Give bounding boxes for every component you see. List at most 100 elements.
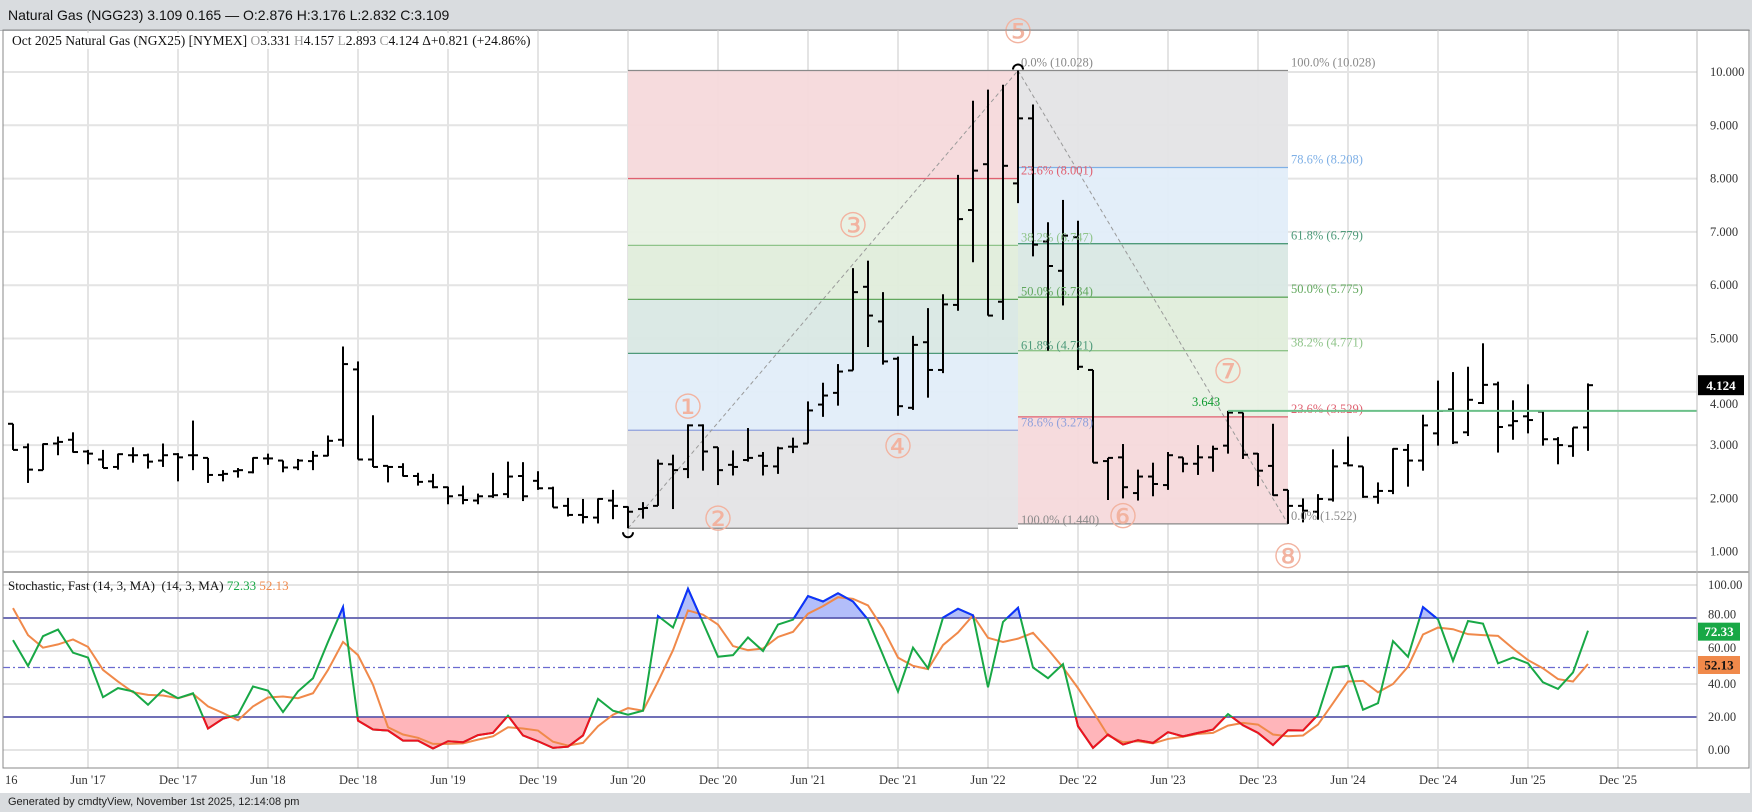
fib-level-label: 61.8% (6.779) [1291,229,1363,243]
ohlc-bar [728,450,738,476]
fib-level-label: 23.6% (8.001) [1021,164,1093,178]
ohlc-bar [338,346,348,447]
ohlc-bar [1418,414,1428,471]
swing-high-label: 3.643 [1192,395,1220,409]
time-axis-label: Dec '21 [879,773,917,787]
ohlc-bar [518,462,528,502]
ohlc-bar [143,453,153,469]
chart-frame [2,29,1750,769]
footer-bar: Generated by cmdtyView, November 1st 202… [0,793,1752,812]
ohlc-bar [1088,368,1098,464]
stochastic-d-line [12,596,1589,747]
fib-level-label: 50.0% (5.775) [1291,282,1363,296]
ohlc-bar [773,446,783,474]
low-value: 2.893 [345,33,377,48]
fib-level-label: 23.6% (3.529) [1291,402,1363,416]
change-value: Δ+0.821 (+24.86%) [422,33,531,48]
ohlc-bar [788,437,798,454]
ohlc-bar [1148,462,1158,497]
ohlc-bar [683,424,693,479]
elliott-wave-label: ③ [838,206,868,246]
price-axis-label: 6.000 [1710,278,1738,292]
time-axis-label: Jun '25 [1510,773,1545,787]
ohlc-bar [743,428,753,462]
time-axis-label: Dec '17 [159,773,197,787]
time-axis-label: Dec '24 [1419,773,1458,787]
ohlc-bar [1358,465,1368,498]
time-axis-label: Jun '17 [70,773,105,787]
ohlc-bar [8,422,18,451]
ohlc-bar [608,489,618,520]
fib-band [1018,70,1288,168]
ohlc-bar [653,459,663,507]
ohlc-bar [308,450,318,471]
ohlc-bar [698,424,708,471]
fib-level-label: 38.2% (4.771) [1291,336,1363,350]
fib-band [628,430,1018,529]
elliott-wave-label: ⑤ [1003,12,1033,52]
elliott-wave-label: ⑦ [1213,352,1243,392]
ohlc-bar [1283,488,1293,524]
generated-by-text: Generated by cmdtyView, November 1st 202… [8,796,300,808]
elliott-wave-label: ① [673,387,703,427]
ohlc-bar [818,382,828,417]
swing-low-marker-icon [622,532,634,539]
price-axis-label: 2.000 [1710,491,1738,505]
ohlc-bar [938,294,948,374]
stochastic-d-value: 52.13 [259,578,289,593]
close-value: 4.124 [388,33,419,48]
high-value: 4.157 [303,33,335,48]
ohlc-bar [1553,437,1563,465]
last-price-badge [1698,375,1744,396]
fibonacci-retracements [627,69,1289,529]
ohlc-bar [368,415,378,468]
ohlc-bar [83,449,93,465]
ohlc-bar [1328,449,1338,502]
fib-level-label: 100.0% (10.028) [1291,56,1375,70]
ohlc-bar [98,449,108,470]
time-axis-label: Dec '19 [519,773,557,787]
overbought-fill [13,588,1588,619]
ohlc-bar [1118,444,1128,499]
fib-level-label: 50.0% (5.734) [1021,284,1093,298]
time-axis-label: Dec '20 [699,773,737,787]
ohlc-bar [1193,445,1203,475]
ohlc-bar [1268,423,1278,497]
window-title: Natural Gas (NGG23) 3.109 0.165 — O:2.87… [8,7,450,23]
ohlc-bar [1043,222,1053,351]
time-axis-label: Dec '25 [1599,773,1637,787]
fib-level-label: 38.2% (6.747) [1021,230,1093,244]
elliott-wave-label: ⑧ [1273,537,1303,577]
ohlc-bar [293,458,303,471]
elliott-wave-label: ⑥ [1108,497,1138,537]
ohlc-bar [1223,410,1233,454]
ohlc-bar [263,453,273,465]
ohlc-bar [383,464,393,483]
ohlc-bar [1388,447,1398,495]
close-label: C [379,33,389,48]
ohlc-bar [1133,469,1143,501]
low-label: L [337,33,346,48]
fib-level-label: 0.0% (1.522) [1291,509,1357,523]
ohlc-bar [1058,199,1068,306]
ohlc-bar [413,472,423,486]
ohlc-bar [113,453,123,470]
ohlc-bar [1238,411,1248,459]
ohlc-bar [23,443,33,483]
right-edge [1750,30,1752,793]
ohlc-bar [998,84,1008,320]
fib-band [1018,350,1288,417]
ohlc-bar [563,497,573,517]
ohlc-bar [878,292,888,365]
stochastic-plot [3,586,1697,750]
ohlc-bar [908,335,918,410]
annotations: 0.0% (10.028) 23.6% (8.001) 38.2% (6.747) 5… [622,12,1697,577]
ohlc-bar [1433,380,1443,446]
stochastic-legend: Stochastic, Fast (14, 3, MA) (14, 3, MA)… [8,578,289,594]
ohlc-bar [1163,452,1173,490]
ohlc-bar [1103,456,1113,500]
time-axis-label: Jun '19 [430,773,465,787]
ohlc-bar [983,89,993,317]
ohlc-bar [668,454,678,510]
